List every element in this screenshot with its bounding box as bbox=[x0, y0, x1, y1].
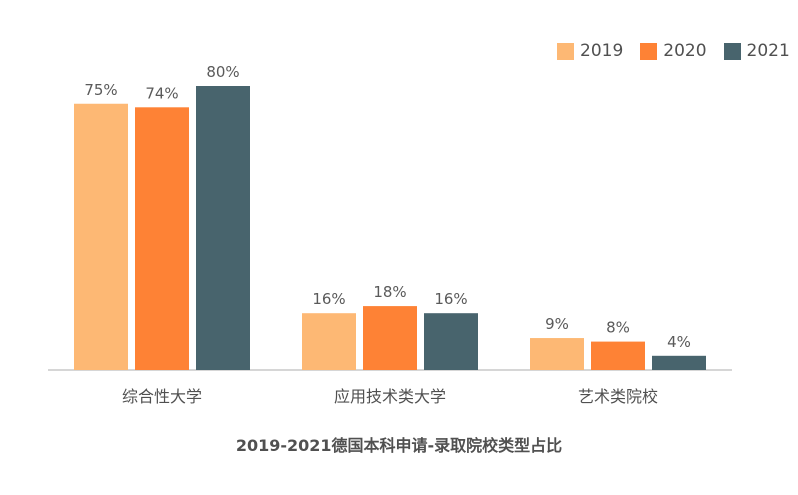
category-label-2: 艺术类院校 bbox=[578, 387, 658, 406]
legend: 2019 2020 2021 bbox=[557, 41, 790, 61]
legend-swatch-2021 bbox=[723, 42, 741, 60]
data-label-2021-2: 4% bbox=[667, 333, 691, 351]
bar-2021-1 bbox=[424, 313, 478, 370]
legend-swatch-2019 bbox=[557, 42, 574, 60]
legend-label-2021: 2021 bbox=[746, 41, 790, 61]
chart-title: 2019-2021德国本科申请-录取院校类型占比 bbox=[235, 436, 563, 455]
category-label-1: 应用技术类大学 bbox=[334, 387, 446, 406]
bar-2020-0 bbox=[135, 107, 189, 371]
data-label-2021-1: 16% bbox=[434, 290, 467, 308]
bar-2020-2 bbox=[591, 341, 645, 370]
legend-item-2020: 2020 bbox=[640, 41, 707, 61]
data-label-2019-1: 16% bbox=[312, 290, 345, 308]
legend-item-2019: 2019 bbox=[557, 41, 623, 61]
bar-2021-0 bbox=[196, 86, 250, 370]
data-label-2021-0: 80% bbox=[206, 63, 239, 81]
legend-label-2019: 2019 bbox=[580, 41, 624, 61]
data-label-2020-0: 74% bbox=[145, 84, 178, 102]
data-label-2020-1: 18% bbox=[373, 283, 406, 301]
legend-item-2021: 2021 bbox=[723, 41, 790, 61]
legend-swatch-2020 bbox=[640, 42, 658, 60]
data-label-2020-2: 8% bbox=[606, 319, 630, 337]
bar-2019-0 bbox=[74, 103, 128, 370]
data-label-2019-0: 75% bbox=[84, 81, 117, 99]
bar-2019-1 bbox=[302, 313, 356, 370]
legend-label-2020: 2020 bbox=[663, 41, 707, 61]
category-label-0: 综合性大学 bbox=[122, 387, 202, 406]
bar-2019-2 bbox=[530, 338, 584, 370]
bar-2020-1 bbox=[363, 306, 417, 370]
data-label-2019-2: 9% bbox=[545, 315, 569, 333]
bar-2021-2 bbox=[652, 355, 706, 370]
